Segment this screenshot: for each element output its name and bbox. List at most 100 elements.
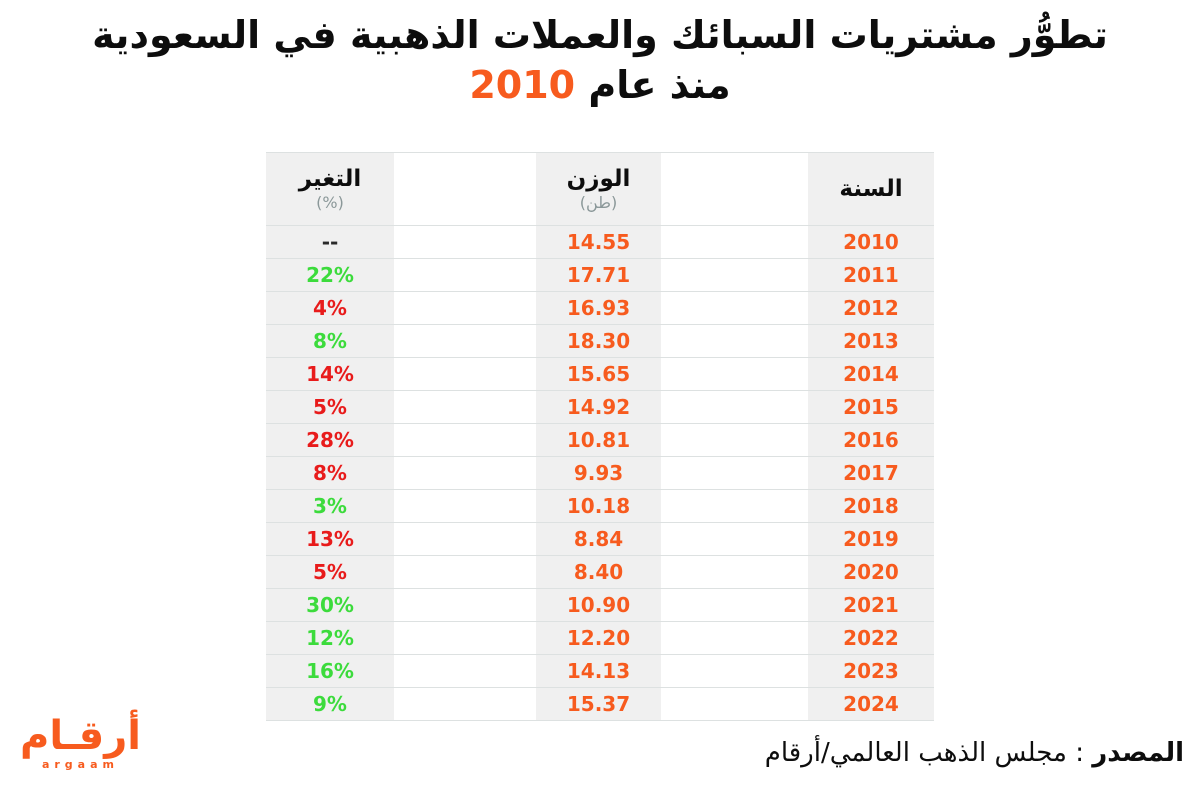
- year-value: 2014: [843, 362, 899, 386]
- change-value: 9%: [313, 692, 347, 716]
- title-line1: تطوُّر مشتريات السبائك والعملات الذهبية …: [92, 13, 1108, 57]
- table-row: 2013 18.30 8%: [266, 325, 934, 358]
- weight-value: 9.93: [573, 461, 624, 485]
- column-gap: [661, 490, 808, 522]
- year-value: 2019: [843, 527, 899, 551]
- year-cell: 2012: [808, 292, 934, 324]
- weight-value: 14.55: [566, 230, 631, 254]
- year-value: 2013: [843, 329, 899, 353]
- year-cell: 2020: [808, 556, 934, 588]
- table-row: 2015 14.92 5%: [266, 391, 934, 424]
- table-row: 2016 10.81 28%: [266, 424, 934, 457]
- year-value: 2016: [843, 428, 899, 452]
- column-gap: [661, 457, 808, 489]
- year-cell: 2014: [808, 358, 934, 390]
- table-row: 2017 9.93 8%: [266, 457, 934, 490]
- change-cell: 22%: [266, 259, 394, 291]
- weight-cell: 8.84: [536, 523, 661, 555]
- weight-value: 14.92: [566, 395, 631, 419]
- change-value: --: [321, 230, 339, 254]
- weight-cell: 9.93: [536, 457, 661, 489]
- weight-value: 10.18: [566, 494, 631, 518]
- change-value: 3%: [313, 494, 347, 518]
- year-cell: 2023: [808, 655, 934, 687]
- change-value: 8%: [313, 329, 347, 353]
- year-cell: 2021: [808, 589, 934, 621]
- source-text: : مجلس الذهب العالمي/أرقام: [764, 738, 1085, 768]
- change-cell: 16%: [266, 655, 394, 687]
- argaam-logo: أرقـام argaam: [20, 714, 141, 771]
- weight-value: 17.71: [566, 263, 631, 287]
- weight-value: 10.90: [566, 593, 631, 617]
- change-cell: 5%: [266, 391, 394, 423]
- weight-value: 12.20: [566, 626, 631, 650]
- weight-value: 8.40: [573, 560, 624, 584]
- change-cell: 28%: [266, 424, 394, 456]
- year-value: 2024: [843, 692, 899, 716]
- weight-cell: 8.40: [536, 556, 661, 588]
- weight-cell: 17.71: [536, 259, 661, 291]
- weight-value: 16.93: [566, 296, 631, 320]
- year-cell: 2018: [808, 490, 934, 522]
- weight-cell: 12.20: [536, 622, 661, 654]
- year-cell: 2011: [808, 259, 934, 291]
- change-cell: --: [266, 226, 394, 258]
- column-gap: [661, 622, 808, 654]
- source-label: المصدر: [1092, 738, 1184, 768]
- table-header-row: السنة الوزن (طن) التغير (%): [266, 153, 934, 226]
- column-gap: [661, 153, 808, 225]
- column-gap: [661, 325, 808, 357]
- header-weight: الوزن (طن): [536, 153, 661, 225]
- column-gap: [394, 688, 536, 720]
- year-value: 2022: [843, 626, 899, 650]
- header-change: التغير (%): [266, 153, 394, 225]
- weight-cell: 15.37: [536, 688, 661, 720]
- year-cell: 2022: [808, 622, 934, 654]
- title-line2-year: 2010: [469, 63, 576, 108]
- change-cell: 14%: [266, 358, 394, 390]
- change-cell: 30%: [266, 589, 394, 621]
- year-value: 2017: [843, 461, 899, 485]
- year-cell: 2019: [808, 523, 934, 555]
- change-value: 16%: [306, 659, 354, 683]
- year-value: 2023: [843, 659, 899, 683]
- header-weight-label: الوزن: [566, 166, 631, 192]
- column-gap: [661, 688, 808, 720]
- column-gap: [394, 589, 536, 621]
- weight-cell: 14.55: [536, 226, 661, 258]
- column-gap: [661, 523, 808, 555]
- year-value: 2011: [843, 263, 899, 287]
- table-row: 2020 8.40 5%: [266, 556, 934, 589]
- column-gap: [661, 424, 808, 456]
- header-year: السنة: [808, 153, 934, 225]
- weight-value: 14.13: [566, 659, 631, 683]
- change-cell: 8%: [266, 457, 394, 489]
- change-cell: 5%: [266, 556, 394, 588]
- column-gap: [394, 259, 536, 291]
- column-gap: [661, 655, 808, 687]
- column-gap: [394, 325, 536, 357]
- column-gap: [394, 523, 536, 555]
- header-year-label: السنة: [839, 176, 903, 202]
- column-gap: [394, 292, 536, 324]
- title-line2: منذ عام 2010: [0, 60, 1200, 110]
- weight-cell: 14.92: [536, 391, 661, 423]
- column-gap: [394, 226, 536, 258]
- year-value: 2010: [843, 230, 899, 254]
- year-cell: 2024: [808, 688, 934, 720]
- column-gap: [661, 589, 808, 621]
- year-cell: 2013: [808, 325, 934, 357]
- change-cell: 4%: [266, 292, 394, 324]
- gold-purchases-table: السنة الوزن (طن) التغير (%) 2010 14.55 -…: [266, 152, 934, 721]
- column-gap: [394, 153, 536, 225]
- table-row: 2014 15.65 14%: [266, 358, 934, 391]
- table-row: 2023 14.13 16%: [266, 655, 934, 688]
- year-value: 2020: [843, 560, 899, 584]
- change-cell: 3%: [266, 490, 394, 522]
- weight-cell: 10.81: [536, 424, 661, 456]
- change-value: 8%: [313, 461, 347, 485]
- change-value: 30%: [306, 593, 354, 617]
- year-cell: 2015: [808, 391, 934, 423]
- weight-value: 15.37: [566, 692, 631, 716]
- column-gap: [394, 457, 536, 489]
